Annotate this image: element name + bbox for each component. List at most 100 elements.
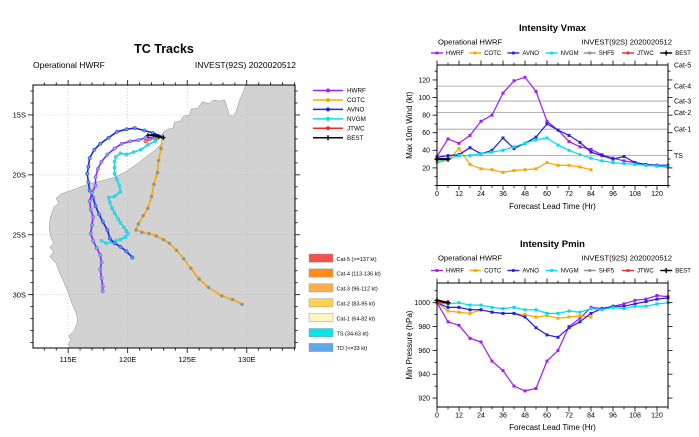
track-point-marker bbox=[188, 266, 193, 271]
track-point-marker bbox=[105, 228, 110, 232]
track-point-marker bbox=[115, 177, 119, 182]
data-point-marker bbox=[490, 113, 494, 117]
legend-label: BEST bbox=[675, 269, 691, 275]
data-point-marker bbox=[446, 320, 450, 324]
data-point-marker bbox=[534, 315, 538, 319]
track-point-marker bbox=[151, 182, 156, 187]
y-tick-label: 80 bbox=[422, 113, 430, 120]
legend-label: JTWC bbox=[347, 126, 365, 133]
series-line-nvgm bbox=[436, 137, 668, 167]
data-point-marker bbox=[611, 305, 615, 309]
y-axis-title: Max 10m Wind (kt) bbox=[405, 91, 414, 158]
data-point-marker bbox=[512, 384, 516, 388]
track-point-marker bbox=[106, 135, 111, 140]
track-point-marker bbox=[110, 206, 115, 211]
category-label: TS (34-63 kt) bbox=[337, 331, 369, 337]
track-point-marker bbox=[130, 255, 135, 260]
map-x-tick-label: 125E bbox=[178, 355, 196, 364]
data-point-marker bbox=[512, 311, 516, 315]
data-point-marker bbox=[556, 128, 560, 132]
x-tick-label: 72 bbox=[565, 191, 573, 198]
data-point-marker bbox=[512, 305, 516, 309]
track-point-marker bbox=[197, 277, 202, 282]
x-axis-title: Forecast Lead Time (Hr) bbox=[509, 202, 596, 211]
data-point-marker bbox=[644, 304, 648, 308]
data-point-marker bbox=[534, 308, 538, 312]
category-swatch bbox=[308, 328, 334, 337]
track-point-marker bbox=[155, 170, 160, 175]
map-y-tick-label: 30S bbox=[13, 290, 26, 299]
map-model-legend: HWRF COTC AVNO NVGM JTWC BEST bbox=[313, 88, 366, 142]
track-point-marker bbox=[143, 139, 148, 144]
track-point-marker bbox=[136, 138, 141, 143]
track-point-marker bbox=[174, 248, 179, 253]
data-point-marker bbox=[468, 308, 472, 312]
data-point-marker bbox=[523, 313, 527, 317]
chart-frame bbox=[436, 282, 669, 408]
data-point-marker bbox=[578, 145, 582, 149]
data-point-marker bbox=[534, 167, 538, 171]
data-point-marker bbox=[578, 320, 582, 324]
y-tick-label: 1000 bbox=[414, 300, 430, 307]
x-tick-label: 0 bbox=[435, 191, 439, 198]
data-point-marker bbox=[468, 303, 472, 307]
data-point-marker bbox=[523, 75, 527, 79]
series-line-avno bbox=[436, 123, 668, 166]
chart-subtitle-right: INVEST(92S) 2020020512 bbox=[582, 254, 672, 263]
map-category-legend: Cat-5 (>=137 kt) Cat-4 (113-136 kt) Cat-3 … bbox=[308, 253, 381, 352]
legend-label: HWRF bbox=[347, 88, 366, 95]
data-point-marker bbox=[534, 326, 538, 330]
map-ticks bbox=[28, 80, 300, 353]
data-point-marker bbox=[545, 161, 549, 165]
track-point-marker bbox=[93, 183, 98, 188]
category-axis-label: Cat-1 bbox=[674, 127, 691, 134]
x-tick-label: 12 bbox=[455, 413, 463, 420]
map-gridlines bbox=[33, 85, 295, 348]
track-point-marker bbox=[86, 180, 91, 185]
y-tick-label: 920 bbox=[418, 395, 430, 402]
track-point-marker bbox=[124, 249, 129, 254]
track-point-marker bbox=[159, 146, 163, 151]
data-point-marker bbox=[589, 147, 593, 151]
track-point-marker bbox=[113, 154, 118, 159]
category-axis-label: TS bbox=[674, 153, 683, 160]
chart-legend: HWRF COTC AVNO NVGM SHF5 JTWC BEST bbox=[431, 50, 691, 57]
data-point-marker bbox=[501, 148, 505, 152]
track-point-marker bbox=[143, 135, 148, 140]
data-point-marker bbox=[512, 79, 516, 83]
category-label: TD (<=33 kt) bbox=[337, 346, 368, 352]
chart-frame bbox=[436, 64, 669, 186]
y-tick-label: 40 bbox=[422, 148, 430, 155]
track-point-marker bbox=[85, 171, 90, 176]
map-x-tick-label: 120E bbox=[119, 355, 137, 364]
data-point-marker bbox=[633, 304, 637, 308]
data-point-marker bbox=[479, 303, 483, 307]
legend-label: SHF5 bbox=[599, 269, 615, 275]
track-point-marker bbox=[98, 267, 103, 272]
data-point-marker bbox=[534, 138, 538, 142]
data-point-marker bbox=[644, 297, 648, 301]
category-label: Cat-1 (64-82 kt) bbox=[337, 316, 376, 322]
data-point-marker bbox=[589, 307, 593, 311]
x-tick-label: 96 bbox=[609, 191, 617, 198]
category-axis-label: Cat-5 bbox=[674, 62, 691, 69]
data-point-marker bbox=[479, 119, 483, 123]
data-point-marker bbox=[490, 359, 494, 363]
track-point-marker bbox=[107, 200, 112, 205]
track-point-marker bbox=[98, 253, 103, 258]
category-axis-label: Cat-3 bbox=[674, 98, 691, 105]
chart-legend: HWRF COTC AVNO NVGM SHF5 JTWC BEST bbox=[431, 268, 691, 275]
track-point-marker bbox=[100, 219, 105, 224]
series-nvgm bbox=[435, 301, 670, 315]
x-tick-label: 12 bbox=[455, 191, 463, 198]
track-point-marker bbox=[219, 293, 224, 298]
data-point-marker bbox=[457, 141, 461, 145]
x-tick-label: 36 bbox=[499, 191, 507, 198]
data-point-marker bbox=[501, 91, 505, 95]
track-point-marker bbox=[89, 190, 94, 195]
data-point-marker bbox=[600, 308, 604, 312]
data-point-marker bbox=[578, 310, 582, 314]
x-tick-label: 96 bbox=[609, 413, 617, 420]
x-tick-label: 48 bbox=[521, 191, 529, 198]
track-point-marker bbox=[89, 223, 94, 228]
